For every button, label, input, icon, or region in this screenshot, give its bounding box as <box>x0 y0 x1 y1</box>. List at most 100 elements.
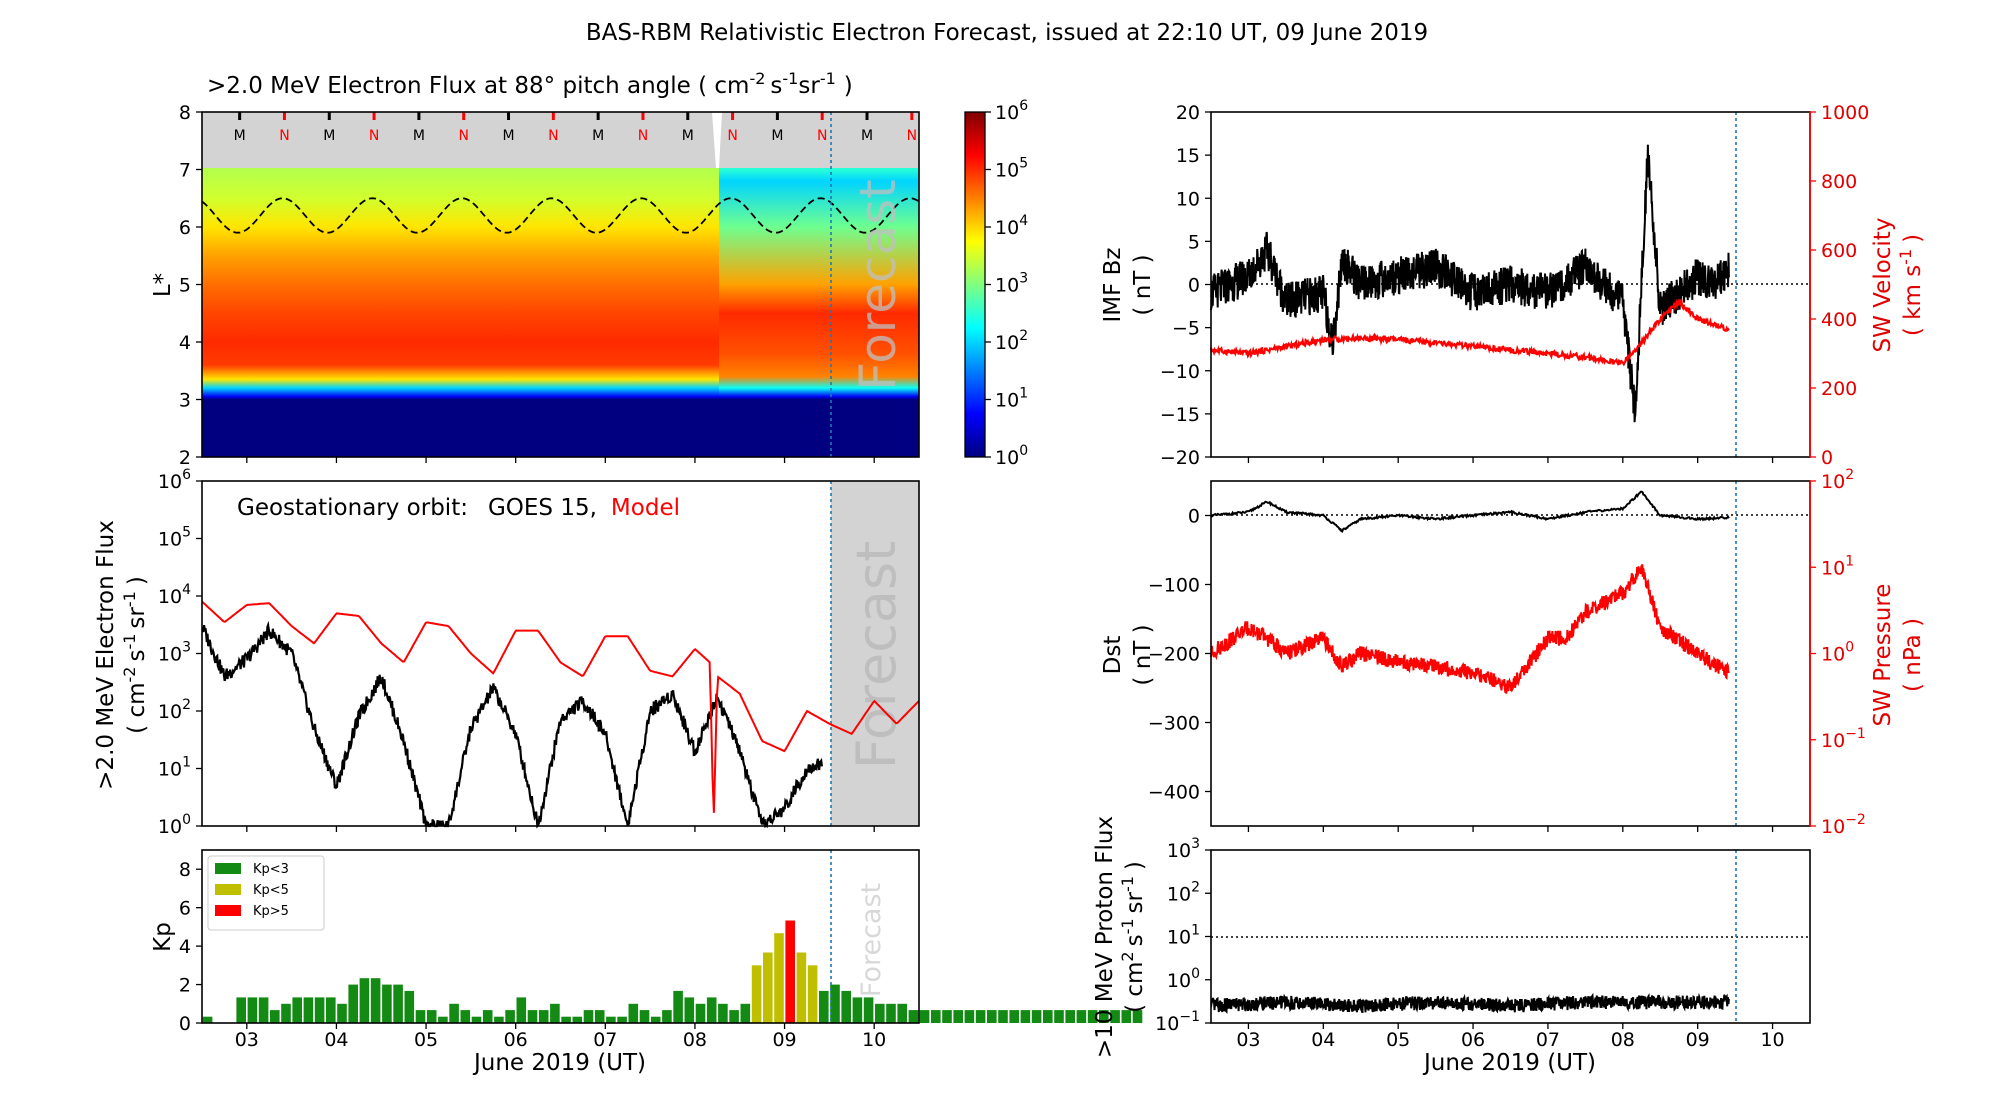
dst-ylabel-1: Dst <box>1100 636 1126 675</box>
x-tick-label: 03 <box>235 1029 259 1051</box>
y-tick-label: 8 <box>179 859 191 881</box>
geo-annotation-model: Model <box>611 495 680 521</box>
kp-bar <box>695 1003 706 1023</box>
y-tick-label: 10−2 <box>1821 812 1866 838</box>
kp-bar <box>830 984 840 1023</box>
y-tick-label: 105 <box>158 525 191 551</box>
kp-bar <box>639 1010 650 1023</box>
flux-map-band-pre-storm <box>202 168 719 457</box>
kp-bar <box>382 984 392 1023</box>
sw-velocity-ylabel-2: ( km s-1) <box>1896 234 1926 336</box>
x-tick-label: 04 <box>324 1029 348 1051</box>
y-tick-label: 2 <box>179 447 191 469</box>
kp-bar <box>1121 1010 1132 1023</box>
kp-bar <box>998 1010 1008 1023</box>
kp-forecast-label: Forecast <box>856 883 887 997</box>
kp-bar <box>897 1003 907 1023</box>
kp-bar <box>684 997 695 1023</box>
kp-bar <box>919 1010 930 1023</box>
y-tick-label: −400 <box>1148 782 1200 804</box>
flux-map-ylabel: L* <box>150 273 176 297</box>
kp-bar <box>1099 1010 1109 1023</box>
x-tick-label: 05 <box>414 1029 438 1051</box>
y-tick-label: 20 <box>1176 102 1200 124</box>
kp-bar <box>370 978 381 1023</box>
colorbar-tick-label: 104 <box>995 213 1028 239</box>
kp-bar <box>314 997 325 1023</box>
y-tick-label: 3 <box>179 390 191 412</box>
kp-bar <box>908 1010 919 1023</box>
kp-bar <box>875 1003 885 1023</box>
kp-bar <box>438 1016 448 1023</box>
colorbar-ticks: 100 101 102 103 104 105 106 <box>985 98 1028 469</box>
y-tick-label: 104 <box>158 582 191 608</box>
kp-bar <box>964 1010 975 1023</box>
colorbar-gradient <box>964 111 986 458</box>
kp-bar <box>572 1016 583 1023</box>
orbit-marker-label: N <box>817 128 827 144</box>
dst-right-axis: 10−2 10−1 100 101 102 <box>1810 467 1866 838</box>
flux-map-band-post-storm <box>719 168 919 457</box>
y-tick-label: 400 <box>1821 309 1857 331</box>
y-tick-label: 100 <box>158 812 191 838</box>
y-tick-label: 101 <box>158 755 191 781</box>
y-tick-label: 101 <box>1821 553 1854 579</box>
kp-bar <box>863 997 874 1023</box>
storm-boundary-notch <box>712 112 722 168</box>
kp-ylabel: Kp <box>150 922 176 952</box>
y-tick-label: −200 <box>1148 644 1200 666</box>
y-tick-label: 102 <box>158 697 191 723</box>
y-tick-label: −300 <box>1148 713 1200 735</box>
orbit-marker-label: N <box>907 128 917 144</box>
kp-bar <box>292 997 302 1023</box>
y-tick-label: 10−1 <box>1821 726 1866 752</box>
kp-xlabel: June 2019 (UT) <box>472 1050 646 1076</box>
kp-bar <box>1009 1010 1019 1023</box>
kp-bar <box>538 1010 549 1023</box>
y-tick-label: 102 <box>1167 879 1200 905</box>
sw-pressure-line <box>1210 564 1730 694</box>
geo-annotation-goes: GOES 15, <box>488 495 597 521</box>
kp-bar <box>785 920 795 1023</box>
kp-bar <box>796 952 807 1023</box>
y-tick-label: 100 <box>1167 966 1200 992</box>
kp-bar <box>303 997 314 1023</box>
kp-legend-swatch-low <box>215 863 241 874</box>
colorbar-tick-label: 105 <box>995 156 1028 182</box>
y-tick-label: 103 <box>1167 836 1200 862</box>
kp-bar <box>326 997 336 1023</box>
kp-bar <box>662 1010 672 1023</box>
kp-bar <box>1110 1010 1120 1023</box>
kp-bar <box>494 1016 504 1023</box>
geo-flux-ylabel-1: >2.0 MeV Electron Flux <box>93 520 119 790</box>
y-tick-label: 0 <box>1188 506 1200 528</box>
x-tick-label: 08 <box>1611 1029 1635 1051</box>
kp-bar <box>751 965 762 1023</box>
orbit-marker-label: M <box>682 128 694 144</box>
kp-bar <box>673 990 683 1023</box>
kp-bar <box>807 965 818 1023</box>
flux-map-forecast-label: Forecast <box>849 179 907 391</box>
x-tick-label: 03 <box>1236 1029 1260 1051</box>
dst-ylabel-2: ( nT ) <box>1130 624 1156 685</box>
kp-bar <box>516 997 527 1023</box>
kp-bar <box>650 1016 661 1023</box>
kp-bar <box>774 933 784 1023</box>
dst-x-ticks <box>1247 826 1774 832</box>
kp-bar <box>404 990 415 1023</box>
colorbar: 100 101 102 103 104 105 106 <box>964 98 1028 469</box>
colorbar-tick-label: 106 <box>995 98 1028 124</box>
kp-bar <box>1076 1010 1087 1023</box>
y-tick-label: 1000 <box>1821 102 1869 124</box>
orbit-marker-label: M <box>413 128 425 144</box>
dst-left-axis: 0 −100 −200 −300 −400 <box>1148 506 1211 804</box>
flux-map-title: >2.0 MeV Electron Flux at 88° pitch angl… <box>207 69 853 99</box>
kp-bar <box>258 997 269 1023</box>
dst-line <box>1210 490 1730 533</box>
kp-legend-swatch-high <box>215 905 241 916</box>
proton-panel: 10−1 100 101 102 103 03 04 05 06 07 08 09 10 >10 Me… <box>1092 816 1811 1076</box>
imf-ylabel-1: IMF Bz <box>1100 247 1126 322</box>
geo-flux-x-ticks <box>246 826 875 832</box>
orbit-marker-label: M <box>323 128 335 144</box>
